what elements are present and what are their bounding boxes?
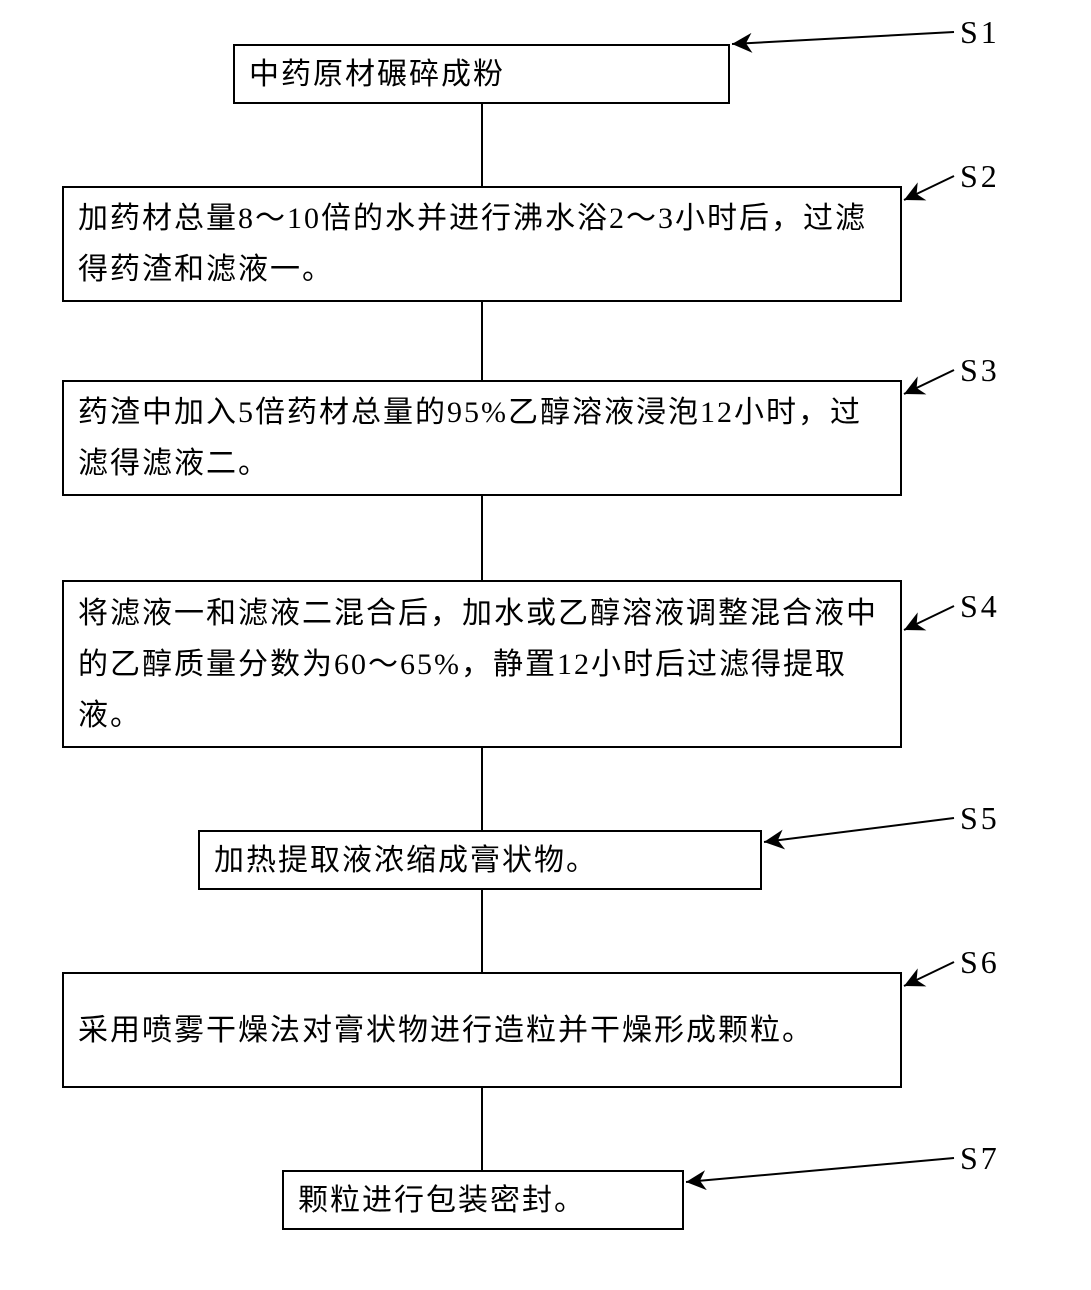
label-s7-text: S7: [960, 1140, 1000, 1176]
connector-s1-s2: [481, 104, 483, 186]
label-s4-text: S4: [960, 588, 1000, 624]
connector-s2-s3: [481, 302, 483, 380]
label-s5: S5: [960, 800, 1000, 837]
label-s1: S1: [960, 14, 1000, 51]
label-s6: S6: [960, 944, 1000, 981]
connector-s5-s6: [481, 890, 483, 972]
step-s1-box: 中药原材碾碎成粉: [233, 44, 730, 104]
step-s3-box: 药渣中加入5倍药材总量的95%乙醇溶液浸泡12小时，过滤得滤液二。: [62, 380, 902, 496]
label-s5-text: S5: [960, 800, 1000, 836]
connector-s6-s7: [481, 1088, 483, 1170]
step-s5-box: 加热提取液浓缩成膏状物。: [198, 830, 762, 890]
leader-line: [732, 32, 954, 44]
step-s2-text: 加药材总量8～10倍的水并进行沸水浴2～3小时后，过滤得药渣和滤液一。: [78, 193, 886, 295]
step-s5-text: 加热提取液浓缩成膏状物。: [214, 835, 598, 886]
leader-line: [904, 370, 954, 394]
connector-s3-s4: [481, 496, 483, 580]
step-s3-text: 药渣中加入5倍药材总量的95%乙醇溶液浸泡12小时，过滤得滤液二。: [78, 387, 886, 489]
connector-s4-s5: [481, 748, 483, 830]
leader-line: [904, 176, 954, 200]
flowchart-canvas: 中药原材碾碎成粉 加药材总量8～10倍的水并进行沸水浴2～3小时后，过滤得药渣和…: [0, 0, 1091, 1290]
leader-line: [904, 962, 954, 986]
label-s3-text: S3: [960, 352, 1000, 388]
step-s7-box: 颗粒进行包装密封。: [282, 1170, 684, 1230]
leader-line: [764, 818, 954, 842]
label-s7: S7: [960, 1140, 1000, 1177]
step-s1-text: 中药原材碾碎成粉: [249, 49, 505, 100]
label-s2-text: S2: [960, 158, 1000, 194]
step-s7-text: 颗粒进行包装密封。: [298, 1175, 586, 1226]
step-s4-text: 将滤液一和滤液二混合后，加水或乙醇溶液调整混合液中的乙醇质量分数为60～65%，…: [78, 588, 886, 741]
label-s3: S3: [960, 352, 1000, 389]
label-s1-text: S1: [960, 14, 1000, 50]
label-s6-text: S6: [960, 944, 1000, 980]
leader-line: [686, 1158, 954, 1182]
label-s2: S2: [960, 158, 1000, 195]
step-s6-box: 采用喷雾干燥法对膏状物进行造粒并干燥形成颗粒。: [62, 972, 902, 1088]
label-s4: S4: [960, 588, 1000, 625]
step-s6-text: 采用喷雾干燥法对膏状物进行造粒并干燥形成颗粒。: [78, 1005, 814, 1056]
step-s4-box: 将滤液一和滤液二混合后，加水或乙醇溶液调整混合液中的乙醇质量分数为60～65%，…: [62, 580, 902, 748]
step-s2-box: 加药材总量8～10倍的水并进行沸水浴2～3小时后，过滤得药渣和滤液一。: [62, 186, 902, 302]
leader-line: [904, 606, 954, 630]
